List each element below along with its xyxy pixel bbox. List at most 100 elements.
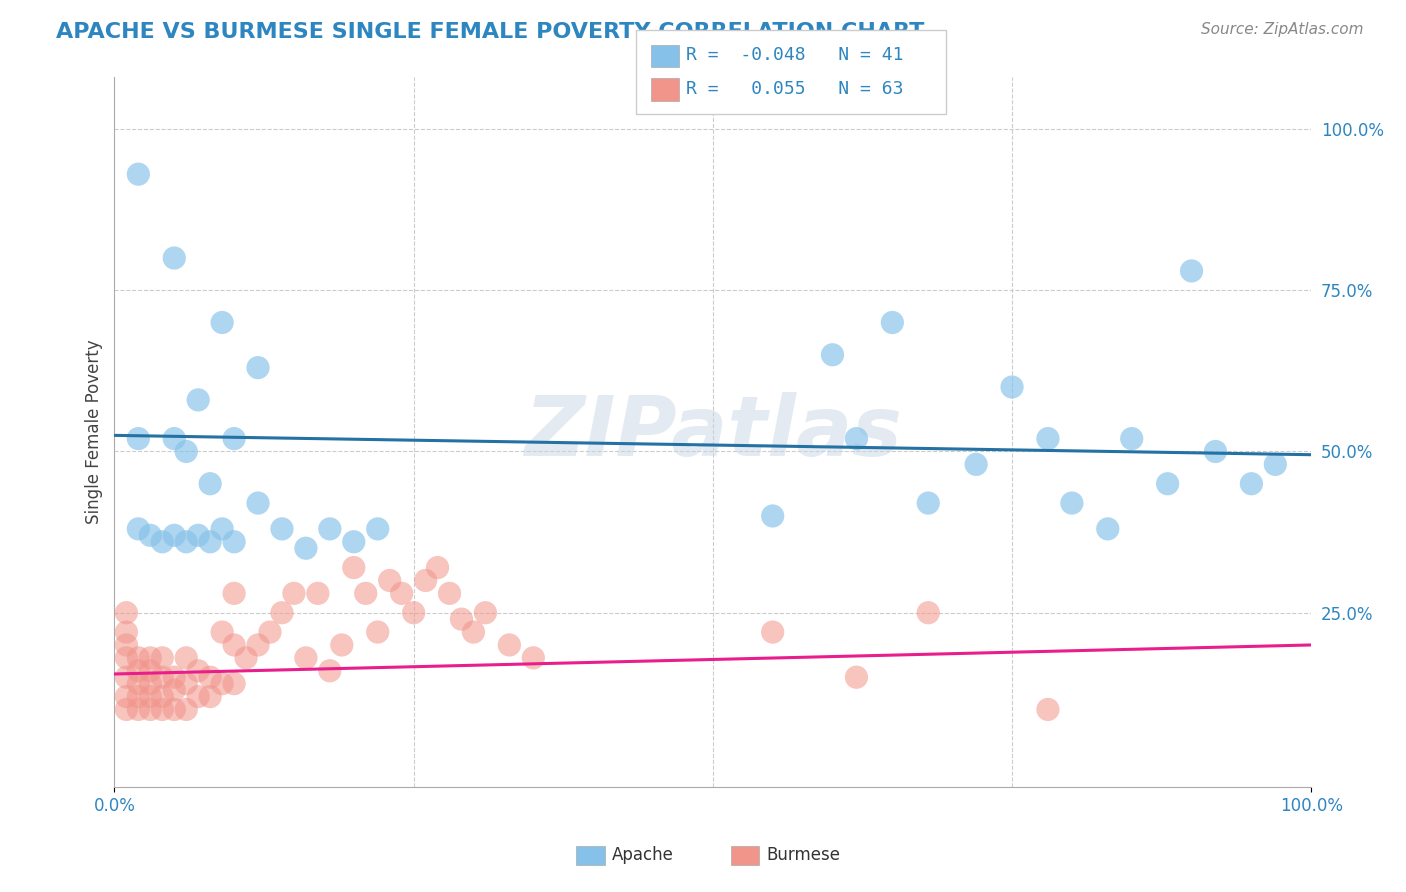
Point [139, 664, 162, 678]
Point [845, 432, 868, 446]
Point [127, 522, 149, 536]
Point [295, 651, 318, 665]
Point [498, 638, 520, 652]
Point [247, 496, 270, 510]
Point [139, 676, 162, 690]
Point [150, 670, 173, 684]
Point [115, 638, 138, 652]
Point [150, 702, 173, 716]
Point [127, 664, 149, 678]
Point [174, 651, 197, 665]
Point [367, 625, 389, 640]
Point [139, 528, 162, 542]
Point [295, 541, 318, 556]
Point [259, 625, 281, 640]
Point [439, 586, 461, 600]
Point [283, 586, 305, 600]
Point [426, 560, 449, 574]
Point [222, 534, 245, 549]
Point [198, 670, 221, 684]
Point [163, 432, 186, 446]
Point [247, 638, 270, 652]
Point [139, 690, 162, 704]
Point [1156, 476, 1178, 491]
Point [1264, 458, 1286, 472]
Point [222, 638, 245, 652]
Point [354, 586, 377, 600]
Point [1097, 522, 1119, 536]
Point [235, 651, 257, 665]
Text: ZIPatlas: ZIPatlas [524, 392, 901, 473]
Point [115, 670, 138, 684]
Point [150, 651, 173, 665]
Point [271, 522, 294, 536]
Point [163, 528, 186, 542]
Point [211, 625, 233, 640]
Point [319, 664, 342, 678]
Point [211, 522, 233, 536]
Point [1036, 702, 1059, 716]
Point [450, 612, 472, 626]
Point [150, 690, 173, 704]
Point [115, 690, 138, 704]
Point [127, 690, 149, 704]
Point [222, 586, 245, 600]
Point [762, 625, 785, 640]
Point [174, 676, 197, 690]
Point [1180, 264, 1202, 278]
Point [402, 606, 425, 620]
Point [127, 651, 149, 665]
Point [115, 625, 138, 640]
Point [150, 534, 173, 549]
Point [415, 574, 437, 588]
Point [307, 586, 329, 600]
Point [343, 534, 366, 549]
Point [127, 432, 149, 446]
Point [139, 702, 162, 716]
Point [378, 574, 401, 588]
Point [367, 522, 389, 536]
Point [222, 676, 245, 690]
Point [127, 167, 149, 181]
Point [211, 316, 233, 330]
Point [965, 458, 987, 472]
Y-axis label: Single Female Poverty: Single Female Poverty [86, 340, 103, 524]
Point [391, 586, 413, 600]
Text: R =   0.055   N = 63: R = 0.055 N = 63 [686, 80, 904, 98]
Point [198, 476, 221, 491]
Text: Source: ZipAtlas.com: Source: ZipAtlas.com [1201, 22, 1364, 37]
Point [174, 534, 197, 549]
Point [917, 496, 939, 510]
Point [163, 251, 186, 265]
Point [127, 676, 149, 690]
Point [845, 670, 868, 684]
Point [115, 651, 138, 665]
Point [319, 522, 342, 536]
Point [271, 606, 294, 620]
Point [187, 664, 209, 678]
Point [211, 676, 233, 690]
Point [330, 638, 353, 652]
Point [463, 625, 485, 640]
Point [522, 651, 544, 665]
Point [882, 316, 904, 330]
Point [163, 702, 186, 716]
Point [762, 508, 785, 523]
Point [127, 702, 149, 716]
Point [1060, 496, 1083, 510]
Point [174, 702, 197, 716]
Text: Burmese: Burmese [766, 847, 841, 864]
Point [1036, 432, 1059, 446]
Point [198, 690, 221, 704]
Point [139, 651, 162, 665]
Text: APACHE VS BURMESE SINGLE FEMALE POVERTY CORRELATION CHART: APACHE VS BURMESE SINGLE FEMALE POVERTY … [56, 22, 925, 42]
Point [174, 444, 197, 458]
Text: Apache: Apache [612, 847, 673, 864]
Point [917, 606, 939, 620]
Point [187, 690, 209, 704]
Point [474, 606, 496, 620]
Point [247, 360, 270, 375]
Point [163, 670, 186, 684]
Point [821, 348, 844, 362]
Point [1205, 444, 1227, 458]
